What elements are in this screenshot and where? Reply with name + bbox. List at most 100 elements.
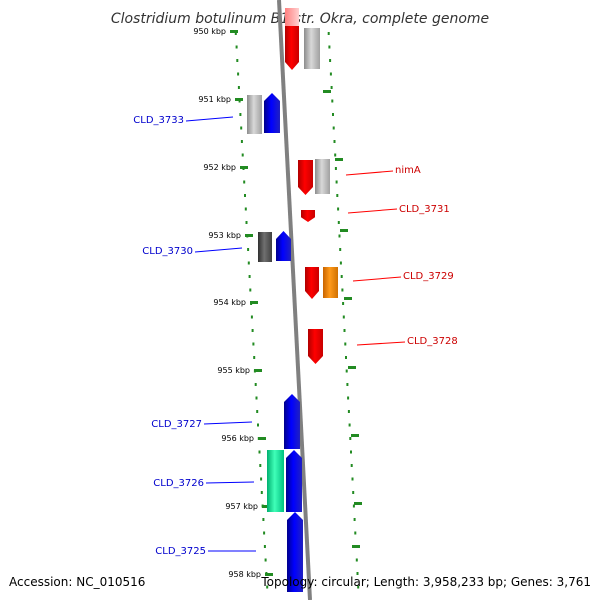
tick-mark (230, 30, 238, 33)
ruler-dot (332, 126, 335, 130)
gene-feature-grey[interactable] (247, 95, 262, 134)
tick-mark (245, 234, 253, 237)
gene-feature-red[interactable] (301, 210, 315, 222)
ruler-dot (332, 113, 334, 116)
gene-label-cld-3728[interactable]: CLD_3728 (407, 336, 458, 347)
ruler-dot (349, 437, 352, 440)
gene-label-cld-3733[interactable]: CLD_3733 (133, 115, 184, 126)
gene-feature-blue[interactable] (287, 578, 303, 592)
ruler-dot (334, 153, 337, 157)
tick-mark (351, 434, 359, 437)
tick-mark (258, 437, 266, 440)
ruler-dot (258, 450, 261, 454)
ruler-dot (254, 383, 257, 386)
tick-label: 952 kbp (203, 163, 236, 172)
label-leader (185, 116, 234, 122)
tick-label: 956 kbp (221, 434, 254, 443)
label-leader (356, 341, 406, 346)
gene-feature-blue[interactable] (276, 231, 291, 261)
tick-label: 950 kbp (193, 27, 226, 36)
ruler-dot (244, 207, 247, 211)
tick-label: 957 kbp (225, 502, 258, 511)
tick-mark (352, 545, 360, 548)
ruler-dot (236, 59, 239, 62)
ruler-dot (347, 396, 350, 400)
ruler-dot (340, 275, 343, 278)
gene-feature-red[interactable] (298, 160, 313, 195)
ruler-dot (263, 545, 266, 548)
ruler-dot (343, 329, 346, 332)
ruler-dot (345, 356, 347, 359)
ruler-dot (350, 464, 353, 467)
ruler-dot (266, 585, 269, 589)
map-title: Clostridium botulinum B1 str. Okra, comp… (111, 11, 489, 27)
ruler-dot (341, 288, 344, 292)
gene-label-cld-3731[interactable]: CLD_3731 (399, 204, 450, 215)
gene-feature-blue[interactable] (264, 93, 280, 133)
gene-label-cld-3725[interactable]: CLD_3725 (155, 546, 206, 557)
gene-features (247, 8, 338, 592)
gene-label-cld-3726[interactable]: CLD_3726 (153, 478, 204, 489)
label-leader (352, 276, 402, 282)
ruler-dot (263, 531, 266, 535)
gene-feature-red[interactable] (305, 267, 319, 299)
ruler-dot (350, 450, 352, 454)
ruler-dot (337, 221, 340, 224)
tick-mark (240, 166, 248, 169)
ruler-dot (337, 207, 340, 211)
ruler-dot (330, 86, 333, 89)
gene-label-cld-3730[interactable]: CLD_3730 (142, 246, 193, 257)
ruler-dot (354, 531, 357, 535)
topology-text: Topology: circular; Length: 3,958,233 bp… (260, 575, 591, 589)
ruler-dot (351, 477, 354, 481)
gene-feature-red[interactable] (308, 329, 323, 364)
ruler-dot (328, 45, 331, 49)
tick-label: 958 kbp (228, 570, 261, 579)
label-leader (203, 421, 253, 425)
tick-label: 954 kbp (213, 298, 246, 307)
ruler-dot (355, 558, 358, 562)
tick-mark (250, 301, 258, 304)
gene-feature-green[interactable] (267, 450, 284, 512)
tick-mark (323, 90, 331, 93)
ruler-dot (338, 234, 341, 238)
gene-feature-blue[interactable] (287, 512, 303, 580)
gene-feature-orange[interactable] (323, 267, 338, 298)
ruler-dot (248, 275, 251, 278)
gene-feature-blue[interactable] (284, 394, 300, 449)
label-leader (347, 208, 398, 214)
gene-label-cld-3727[interactable]: CLD_3727 (151, 419, 202, 430)
ruler-dot (260, 491, 263, 494)
ruler-dot (344, 342, 347, 346)
gene-label-cld-3729[interactable]: CLD_3729 (403, 271, 454, 282)
tick-mark (348, 366, 356, 369)
label-leader (345, 170, 394, 176)
tick-label: 951 kbp (198, 95, 231, 104)
ruler-dot (342, 315, 345, 319)
gene-label-nima[interactable]: nimA (395, 165, 421, 176)
ruler-dot (327, 32, 330, 35)
tick-mark (265, 573, 273, 576)
ruler-dot (346, 383, 349, 386)
ruler-dot (257, 423, 259, 427)
ruler-dot (353, 518, 356, 521)
ruler-dot (243, 180, 246, 184)
tick-mark (335, 158, 343, 161)
label-leader (194, 247, 243, 253)
tick-label: 953 kbp (208, 231, 241, 240)
gene-feature-dark-grey[interactable] (258, 232, 272, 262)
gene-feature-grey[interactable] (304, 28, 320, 69)
tick-mark (262, 505, 270, 508)
gene-feature-grey[interactable] (315, 159, 330, 194)
ruler-dot (345, 369, 348, 373)
ruler-dot (356, 572, 359, 575)
gene-feature-blue[interactable] (286, 450, 302, 512)
ruler-ticks: 950 kbp 951 kbp 952 kbp 953 kbp 954 kbp 955 k… (193, 27, 362, 579)
ruler-dot (249, 288, 252, 292)
gene-feature-red[interactable] (285, 22, 299, 70)
ruler-dot (347, 410, 350, 413)
gene-feature-pink[interactable] (285, 8, 299, 26)
ruler-dot (329, 72, 332, 76)
ruler-dot (264, 558, 267, 562)
